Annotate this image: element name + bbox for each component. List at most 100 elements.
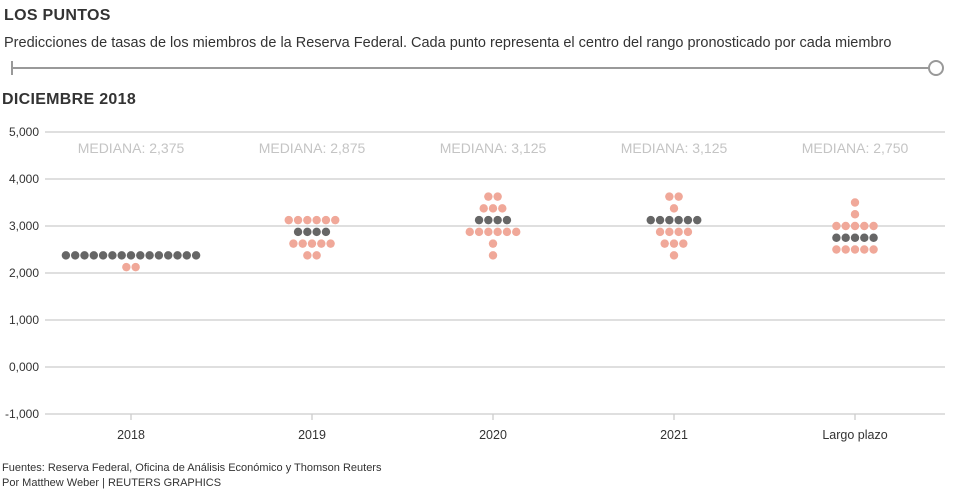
- forecast-dot: [674, 192, 683, 201]
- forecast-dot: [669, 204, 679, 213]
- forecast-dot: [655, 227, 665, 237]
- median-dot: [89, 251, 99, 260]
- forecast-dot: [841, 245, 850, 254]
- y-tick-label: 1,000: [9, 313, 39, 327]
- source-note: Fuentes: Reserva Federal, Oficina de Aná…: [2, 461, 381, 491]
- y-tick-label: 0,000: [9, 360, 39, 374]
- forecast-dot: [493, 192, 502, 201]
- forecast-dot: [307, 239, 317, 248]
- median-dot: [646, 215, 655, 225]
- forecast-dot: [326, 239, 335, 248]
- forecast-dot: [850, 245, 860, 254]
- forecast-dot: [860, 221, 869, 231]
- forecast-dot: [284, 215, 293, 225]
- median-dot: [182, 251, 191, 260]
- median-dot: [860, 233, 869, 242]
- forecast-dot: [683, 227, 693, 237]
- x-tick-label: 2020: [479, 428, 507, 442]
- median-dot: [71, 251, 80, 260]
- forecast-dot: [479, 204, 488, 213]
- median-dot: [693, 215, 702, 225]
- forecast-dot: [665, 192, 674, 201]
- forecast-dot: [484, 192, 493, 201]
- forecast-dot: [321, 215, 331, 225]
- median-dot: [164, 251, 173, 260]
- forecast-dot: [303, 215, 312, 225]
- median-label: MEDIANA: 2,875: [259, 140, 366, 156]
- time-slider[interactable]: [11, 60, 945, 76]
- forecast-dot: [312, 215, 321, 225]
- y-tick-label: 4,000: [9, 172, 39, 186]
- forecast-dot: [512, 227, 521, 237]
- median-dot: [61, 251, 71, 260]
- forecast-dot: [674, 227, 683, 237]
- forecast-dot: [502, 227, 512, 237]
- median-label: MEDIANA: 2,375: [78, 140, 185, 156]
- forecast-dot: [669, 251, 679, 260]
- forecast-dot: [484, 227, 493, 237]
- median-dot: [832, 233, 841, 242]
- median-dot: [145, 251, 154, 260]
- forecast-dot: [832, 221, 841, 231]
- forecast-dot: [122, 262, 131, 272]
- forecast-dot: [312, 251, 321, 260]
- median-dot: [136, 251, 145, 260]
- forecast-dot: [488, 239, 498, 248]
- median-dot: [665, 215, 674, 225]
- median-dot: [850, 233, 860, 242]
- chart-title: LOS PUNTOS: [4, 7, 111, 24]
- forecast-dot: [498, 204, 507, 213]
- median-dot: [841, 233, 850, 242]
- median-dot: [655, 215, 665, 225]
- median-dot: [126, 251, 136, 260]
- forecast-dot: [293, 215, 303, 225]
- forecast-dot: [669, 239, 679, 248]
- forecast-dot: [869, 221, 878, 231]
- forecast-dot: [331, 215, 340, 225]
- x-tick-label: 2018: [117, 428, 145, 442]
- y-tick-label: 5,000: [9, 125, 39, 139]
- median-dot: [80, 251, 89, 260]
- source-text: Fuentes: Reserva Federal, Oficina de Aná…: [2, 462, 382, 474]
- median-dot: [674, 215, 683, 225]
- forecast-dot: [832, 245, 841, 254]
- forecast-dot: [465, 227, 474, 237]
- median-dot: [321, 227, 331, 237]
- dot-plot-chart: -1,000 0,000 1,000 2,000 3,000 4,000 5,000 2018…: [5, 125, 945, 442]
- forecast-dot: [679, 239, 688, 248]
- forecast-dot: [317, 239, 326, 248]
- forecast-dot: [660, 239, 669, 248]
- forecast-dot: [850, 221, 860, 231]
- median-dot: [154, 251, 164, 260]
- median-dot: [293, 227, 303, 237]
- y-tick-label: 3,000: [9, 219, 39, 233]
- forecast-dot: [493, 227, 502, 237]
- forecast-dot: [474, 227, 484, 237]
- median-dot: [484, 215, 493, 225]
- forecast-dot: [298, 239, 307, 248]
- chart-subtitle: Predicciones de tasas de los miembros de…: [4, 35, 892, 51]
- x-tick-label: 2021: [660, 428, 688, 442]
- forecast-dot: [841, 221, 850, 231]
- y-tick-label: -1,000: [5, 407, 39, 421]
- median-dot: [173, 251, 182, 260]
- forecast-dot: [860, 245, 869, 254]
- median-label: MEDIANA: 3,125: [621, 140, 728, 156]
- forecast-dot: [289, 239, 298, 248]
- median-dot: [303, 227, 312, 237]
- median-dot: [191, 251, 201, 260]
- slider-handle[interactable]: [928, 60, 944, 76]
- slider-track[interactable]: [11, 67, 929, 69]
- forecast-dot: [488, 251, 498, 260]
- forecast-dot: [850, 198, 860, 207]
- x-tick-label: 2019: [298, 428, 326, 442]
- median-label: MEDIANA: 3,125: [440, 140, 547, 156]
- y-tick-label: 2,000: [9, 266, 39, 280]
- median-dot: [108, 251, 117, 260]
- forecast-dot: [665, 227, 674, 237]
- median-dot: [98, 251, 108, 260]
- median-label: MEDIANA: 2,750: [802, 140, 909, 156]
- median-dot: [474, 215, 484, 225]
- forecast-dot: [869, 245, 878, 254]
- period-label: DICIEMBRE 2018: [2, 91, 137, 108]
